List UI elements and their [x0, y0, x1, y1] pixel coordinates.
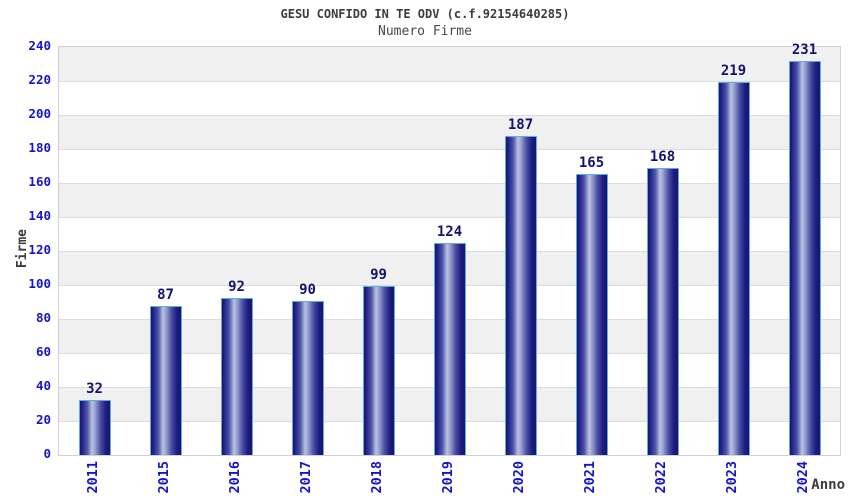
- y-tick-label: 100: [28, 276, 51, 291]
- bar-value-label: 165: [578, 154, 605, 171]
- bar: [291, 301, 324, 455]
- grid-line: [59, 149, 840, 150]
- y-tick-label: 60: [35, 344, 51, 359]
- grid-band: [59, 47, 840, 81]
- x-tick-label: 2022: [652, 461, 669, 494]
- grid-line: [59, 115, 840, 116]
- grid-line: [59, 217, 840, 218]
- bar: [575, 173, 608, 455]
- y-tick-label: 160: [28, 174, 51, 189]
- x-tick-label: 2016: [226, 461, 243, 494]
- bar-value-label: 231: [791, 42, 818, 59]
- y-tick-label: 180: [28, 140, 51, 155]
- grid-line: [59, 81, 840, 82]
- bar: [220, 297, 253, 455]
- x-tick-label: 2015: [155, 461, 172, 494]
- bar: [717, 81, 750, 455]
- x-tick-label: 2017: [297, 461, 314, 494]
- bar: [362, 285, 395, 455]
- y-tick-label: 120: [28, 242, 51, 257]
- grid-band: [59, 183, 840, 217]
- x-tick-label: 2024: [794, 461, 811, 494]
- y-tick-label: 220: [28, 72, 51, 87]
- bar-value-label: 32: [86, 380, 103, 397]
- bar: [788, 61, 821, 455]
- x-tick-label: 2023: [723, 461, 740, 494]
- chart-title: GESU CONFIDO IN TE ODV (c.f.92154640285): [280, 7, 570, 21]
- bar: [149, 306, 182, 455]
- bar: [433, 243, 466, 455]
- bar-value-label: 99: [370, 266, 387, 283]
- y-tick-label: 0: [43, 446, 51, 461]
- y-tick-label: 40: [35, 378, 51, 393]
- y-tick-label: 240: [28, 38, 51, 53]
- chart-subtitle: Numero Firme: [378, 24, 472, 39]
- bar-value-label: 87: [157, 287, 174, 304]
- x-tick-label: 2021: [581, 461, 598, 494]
- grid-line: [59, 183, 840, 184]
- x-tick-label: 2011: [84, 461, 101, 494]
- grid-band: [59, 81, 840, 115]
- y-tick-label: 20: [35, 412, 51, 427]
- x-tick-label: 2020: [510, 461, 527, 494]
- grid-band: [59, 115, 840, 149]
- bar-value-label: 124: [436, 224, 463, 241]
- x-axis-label: Anno: [811, 477, 845, 493]
- y-tick-label: 200: [28, 106, 51, 121]
- bar: [78, 399, 111, 455]
- bar-value-label: 90: [299, 282, 316, 298]
- bar-value-label: 92: [228, 278, 245, 295]
- bar: [646, 168, 679, 455]
- plot-area: 32 87 92 90 99 124 187 165 168 219 231: [58, 42, 841, 456]
- y-tick-label: 80: [35, 310, 51, 325]
- bar: [504, 136, 537, 455]
- x-tick-label: 2018: [368, 461, 385, 494]
- grid-band: [59, 149, 840, 183]
- bar-value-label: 168: [649, 149, 676, 166]
- bar-value-label: 219: [720, 62, 747, 79]
- bar-value-label: 187: [507, 117, 534, 134]
- y-tick-label: 140: [28, 208, 51, 223]
- x-tick-label: 2019: [439, 461, 456, 494]
